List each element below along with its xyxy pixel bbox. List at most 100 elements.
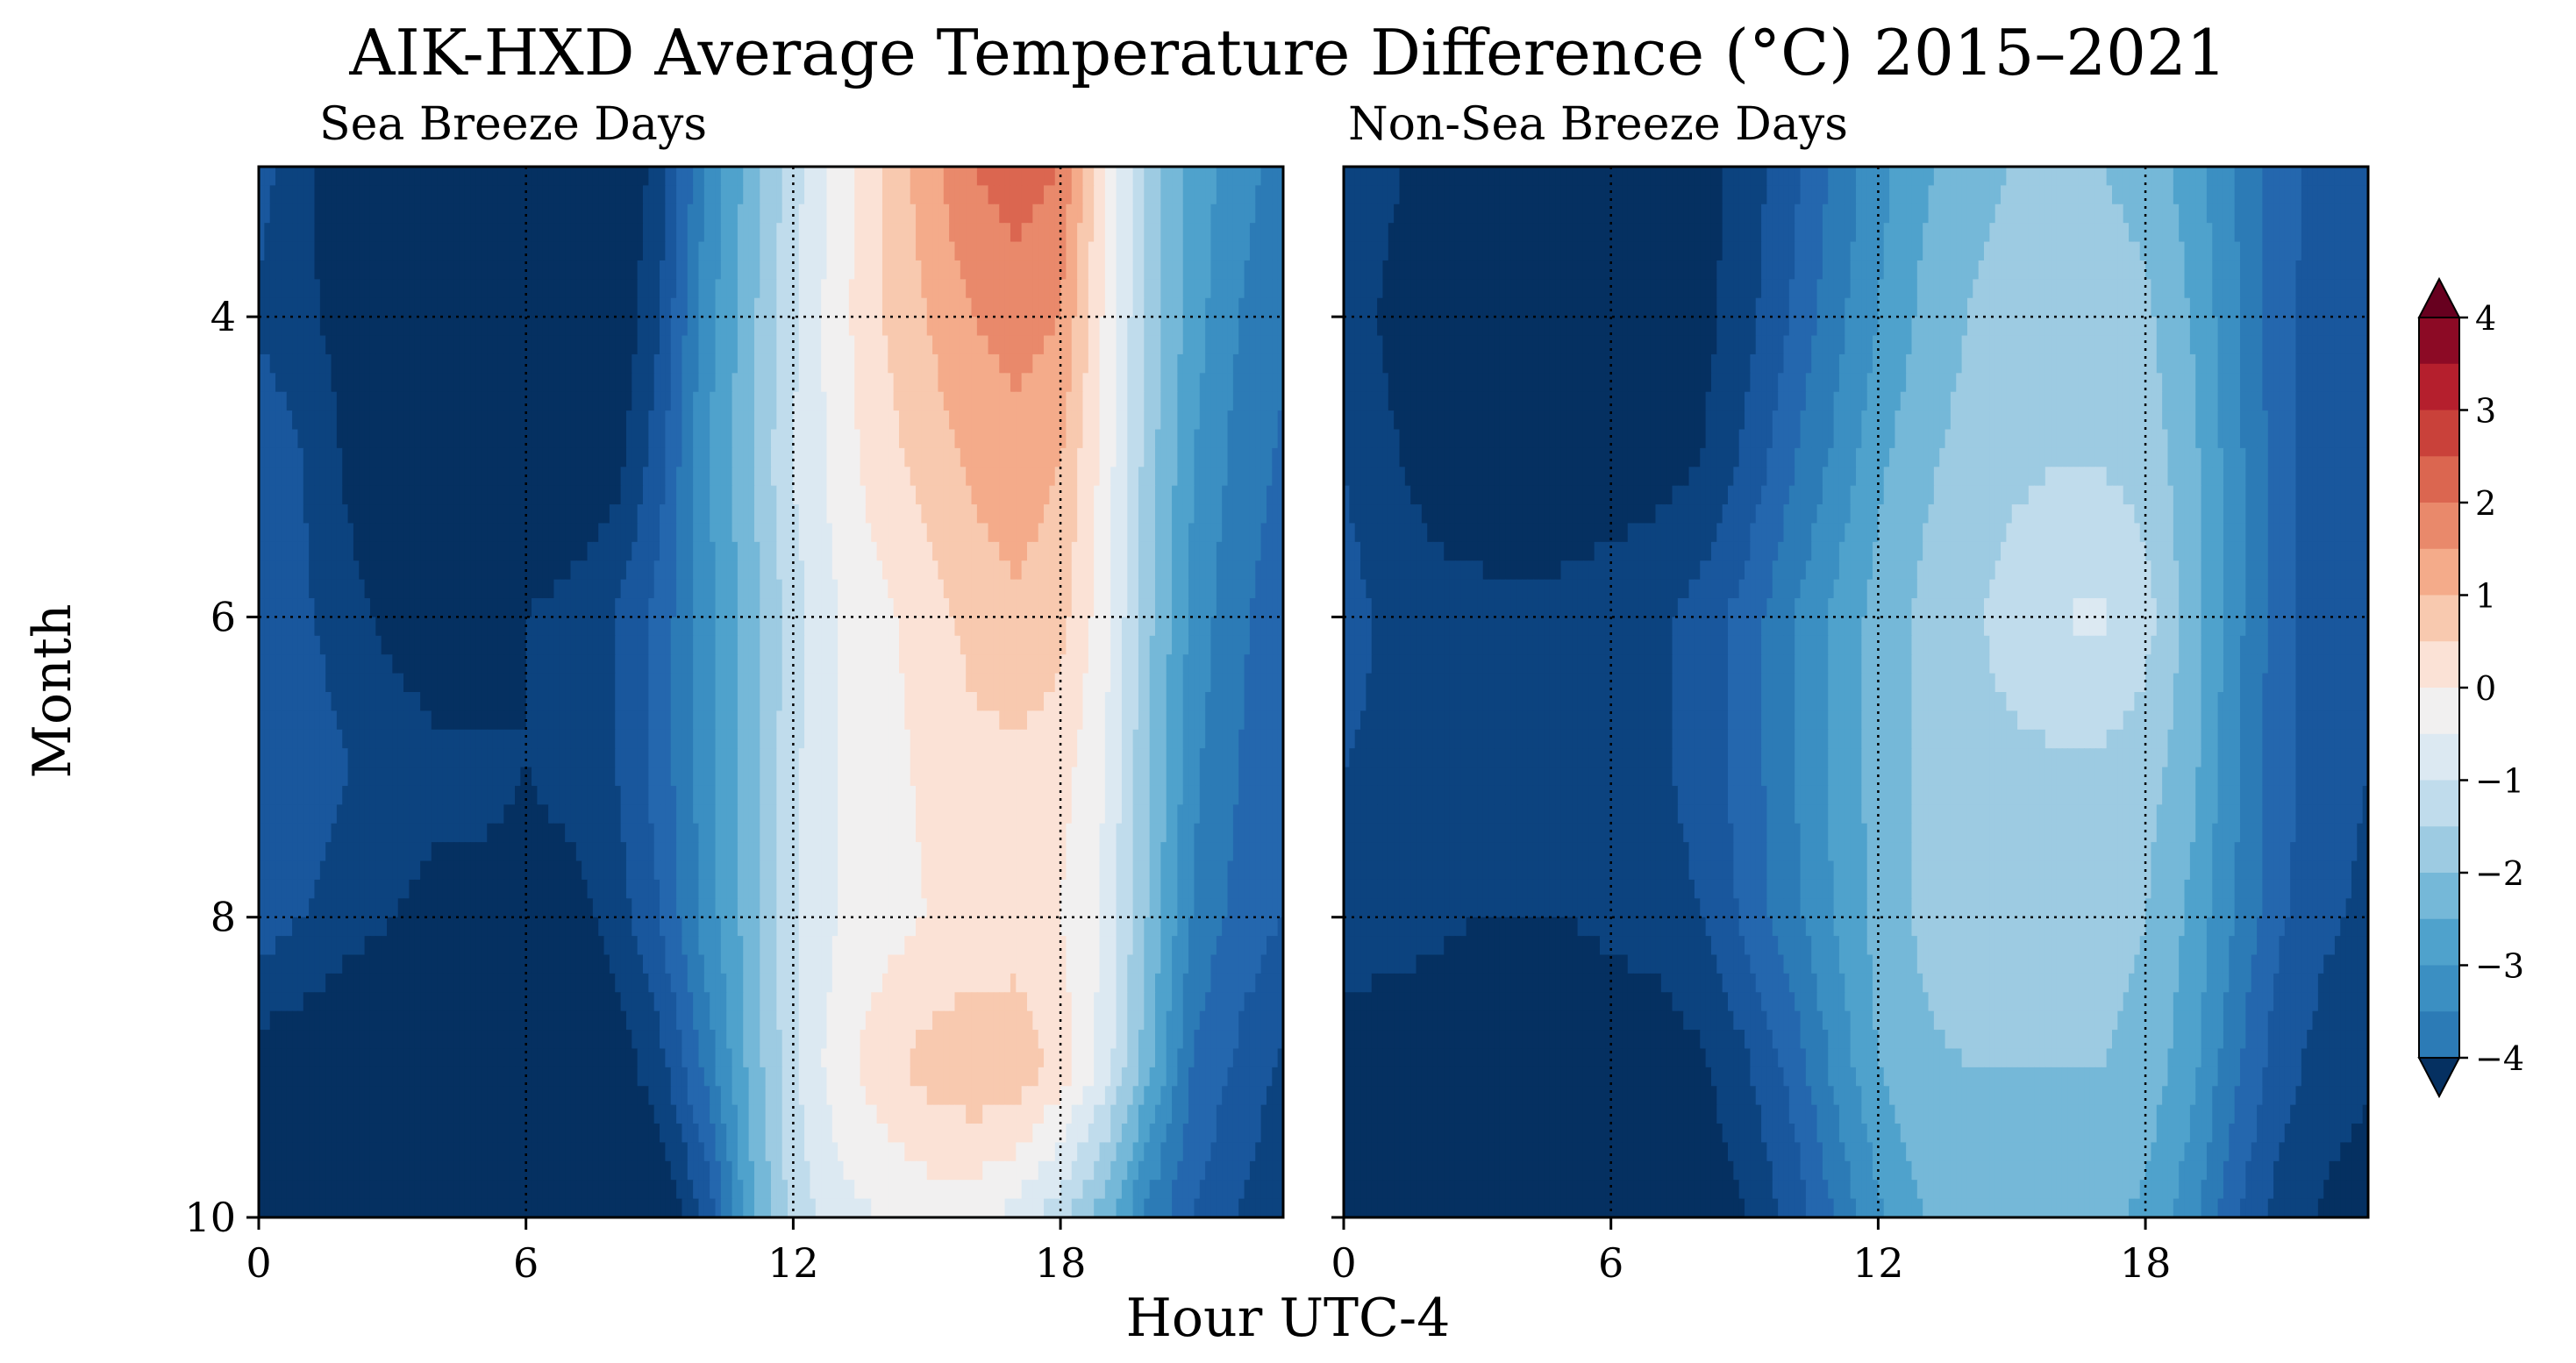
heatmap-cell — [1244, 317, 1251, 337]
heatmap-cell — [331, 335, 338, 355]
heatmap-cell — [888, 485, 895, 505]
heatmap-cell — [1238, 223, 1245, 243]
heatmap-cell — [1144, 429, 1151, 449]
heatmap-cell — [698, 391, 705, 411]
heatmap-cell — [726, 279, 733, 299]
heatmap-cell — [1266, 467, 1274, 487]
heatmap-cell — [848, 429, 855, 449]
heatmap-cell — [1255, 467, 1262, 487]
heatmap-cell — [520, 654, 527, 674]
heatmap-cell — [1099, 373, 1106, 393]
heatmap-cell — [319, 353, 326, 375]
heatmap-cell — [497, 598, 505, 618]
heatmap-cell — [932, 203, 939, 224]
heatmap-cell — [815, 467, 822, 487]
heatmap-cell — [1222, 617, 1229, 637]
heatmap-cell — [726, 317, 733, 337]
heatmap-cell — [364, 260, 371, 281]
heatmap-cell — [804, 373, 811, 393]
heatmap-cell — [838, 373, 845, 393]
heatmap-cell — [303, 353, 310, 375]
heatmap-cell — [582, 260, 589, 281]
heatmap-cell — [582, 467, 589, 487]
heatmap-cell — [1016, 560, 1023, 581]
heatmap-cell — [464, 447, 471, 467]
heatmap-cell — [1272, 541, 1279, 561]
heatmap-cell — [1227, 598, 1234, 618]
heatmap-cell — [860, 560, 867, 581]
heatmap-cell — [503, 223, 510, 243]
heatmap-cell — [771, 617, 778, 637]
heatmap-cell — [632, 560, 639, 581]
heatmap-cell — [403, 617, 410, 637]
heatmap-cell — [503, 617, 510, 637]
heatmap-cell — [904, 447, 911, 467]
heatmap-cell — [1144, 447, 1151, 467]
heatmap-cell — [904, 391, 911, 411]
heatmap-cell — [860, 504, 867, 525]
heatmap-cell — [592, 504, 599, 525]
heatmap-cell — [598, 373, 605, 393]
heatmap-cell — [932, 391, 939, 411]
heatmap-cell — [943, 541, 950, 561]
heatmap-cell — [598, 223, 605, 243]
heatmap-cell — [559, 541, 566, 561]
heatmap-cell — [342, 373, 349, 393]
heatmap-cell — [632, 485, 639, 505]
heatmap-cell — [609, 203, 616, 224]
heatmap-cell — [353, 353, 360, 375]
heatmap-cell — [542, 467, 549, 487]
heatmap-cell — [910, 598, 917, 618]
heatmap-cell — [375, 617, 382, 637]
heatmap-cell — [938, 223, 945, 243]
heatmap-cell — [1094, 598, 1101, 618]
heatmap-cell — [582, 541, 589, 561]
heatmap-cell — [1027, 654, 1034, 674]
heatmap-cell — [615, 560, 622, 581]
heatmap-cell — [949, 279, 956, 299]
heatmap-cell — [303, 335, 310, 355]
heatmap-cell — [503, 279, 510, 299]
heatmap-cell — [1238, 541, 1245, 561]
heatmap-cell — [1094, 617, 1101, 637]
heatmap-cell — [788, 635, 795, 655]
heatmap-cell — [971, 279, 978, 299]
heatmap-cell — [397, 317, 404, 337]
heatmap-cell — [1038, 447, 1045, 467]
heatmap-cell — [1027, 429, 1034, 449]
heatmap-cell — [888, 504, 895, 525]
heatmap-cell — [325, 373, 332, 393]
heatmap-cell — [1227, 279, 1234, 299]
heatmap-cell — [932, 279, 939, 299]
heatmap-cell — [670, 241, 677, 261]
heatmap-cell — [1116, 167, 1123, 187]
heatmap-cell — [420, 467, 427, 487]
heatmap-cell — [899, 541, 906, 561]
heatmap-cell — [325, 504, 332, 525]
heatmap-cell — [910, 203, 917, 224]
heatmap-cell — [620, 335, 627, 355]
heatmap-cell — [637, 279, 644, 299]
heatmap-cell — [1194, 560, 1201, 581]
heatmap-cell — [731, 203, 739, 224]
heatmap-cell — [1277, 447, 1284, 467]
heatmap-cell — [464, 654, 471, 674]
heatmap-cell — [648, 429, 655, 449]
heatmap-cell — [459, 203, 466, 224]
heatmap-cell — [943, 260, 950, 281]
heatmap-cell — [464, 241, 471, 261]
heatmap-cell — [916, 317, 923, 337]
heatmap-cell — [916, 598, 923, 618]
heatmap-cell — [331, 260, 338, 281]
heatmap-cell — [353, 317, 360, 337]
heatmap-cell — [665, 260, 672, 281]
heatmap-cell — [687, 297, 694, 318]
heatmap-cell — [731, 654, 739, 674]
heatmap-cell — [603, 353, 610, 375]
heatmap-cell — [292, 260, 299, 281]
heatmap-cell — [598, 260, 605, 281]
heatmap-cell — [303, 410, 310, 431]
heatmap-cell — [643, 391, 650, 411]
heatmap-cell — [954, 203, 961, 224]
heatmap-cell — [1266, 223, 1274, 243]
